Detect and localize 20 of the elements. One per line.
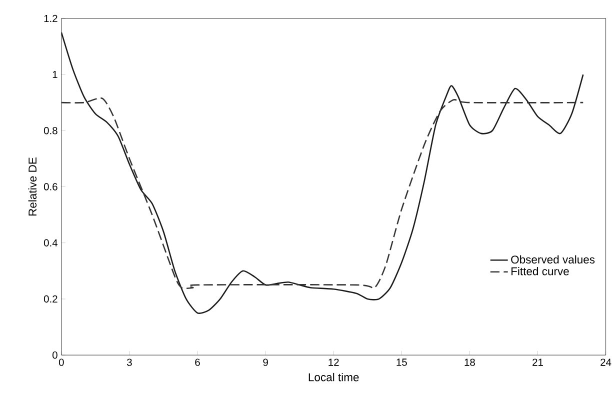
x-tick-label: 24 [600, 358, 612, 366]
x-axis-title: Local time [308, 372, 359, 382]
y-tick-label: 0.2 [44, 295, 58, 302]
y-tick-label: 0.4 [44, 239, 58, 246]
x-tick-label: 9 [263, 358, 268, 366]
y-axis-title: Relative DE [28, 157, 37, 216]
x-tick-label: 3 [126, 358, 132, 366]
legend-label: Fitted curve [511, 266, 569, 276]
x-tick-label: 21 [532, 358, 543, 366]
y-tick-label: 1 [52, 70, 58, 78]
x-tick-label: 18 [464, 358, 475, 366]
y-tick-label: 1.2 [44, 14, 58, 22]
y-tick-label: 0 [52, 351, 58, 359]
y-tick-label: 0.6 [44, 183, 58, 190]
x-tick-label: 0 [58, 358, 64, 366]
legend-label: Observed values [511, 255, 595, 264]
x-tick-label: 6 [195, 358, 200, 366]
y-tick-label: 0.8 [44, 126, 58, 134]
x-tick-label: 12 [328, 358, 339, 366]
x-tick-label: 15 [396, 358, 407, 366]
